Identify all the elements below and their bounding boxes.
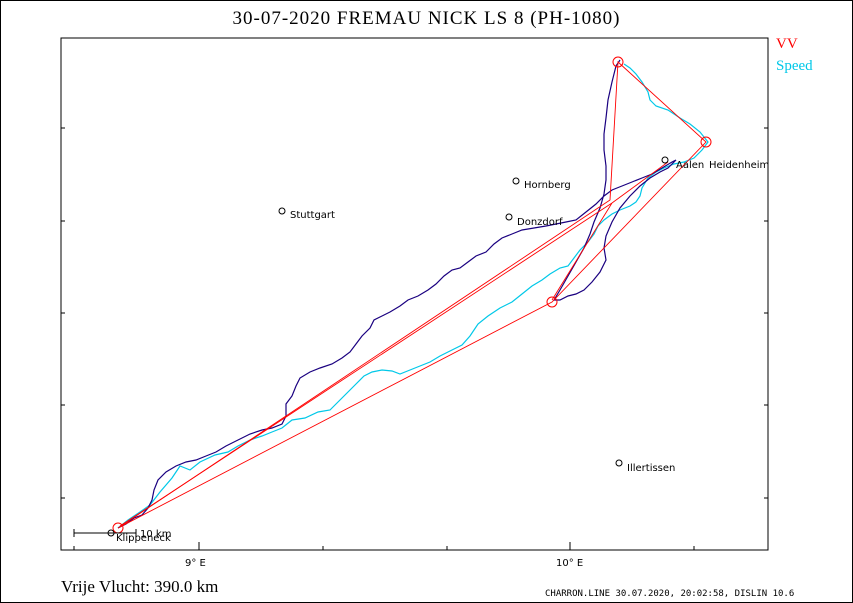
legend-speed: Speed [776,58,813,74]
plot-area [60,37,769,551]
town-donzdorf: Donzdorf [517,217,563,228]
town-klippeneck: Klippeneck [116,533,171,544]
town-aalen: Aalen [676,160,704,171]
x-tick-10e: 10° E [556,558,583,569]
speed-track [117,63,709,529]
legend-vv: VV [776,36,798,52]
town-hornberg: Hornberg [524,180,571,191]
turnpoint-markers [112,56,712,534]
scale-bar-label: 10 km [140,529,171,540]
y-axis-ticks [61,127,768,499]
town-heidenheim: Heidenheim [709,160,769,171]
credit-line: CHARRON.LINE 30.07.2020, 20:02:58, DISLI… [545,589,795,599]
free-flight-distance: Vrije Vlucht: 390.0 km [61,577,219,596]
scale-bar [73,529,137,537]
town-illertissen: Illertissen [627,463,675,474]
town-stuttgart: Stuttgart [290,210,335,221]
page-title: 30-07-2020 FREMAU NICK LS 8 (PH-1080) [232,8,621,29]
flight-track [117,59,677,529]
task-lines [117,61,707,529]
x-axis-ticks [73,542,695,550]
x-tick-9e: 9° E [185,558,206,569]
